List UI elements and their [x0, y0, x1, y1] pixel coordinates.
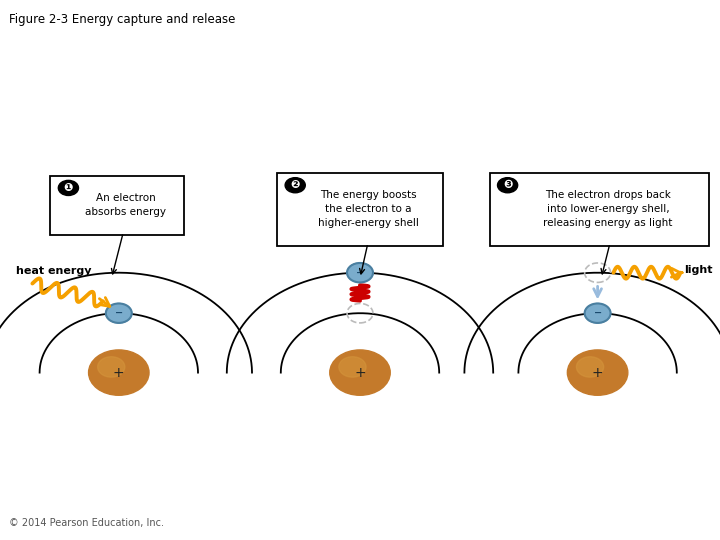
Circle shape: [498, 178, 518, 193]
Circle shape: [585, 303, 611, 323]
Circle shape: [577, 357, 603, 377]
Circle shape: [98, 357, 125, 377]
Circle shape: [58, 180, 78, 195]
Circle shape: [339, 357, 366, 377]
Circle shape: [106, 303, 132, 323]
Text: −: −: [356, 268, 364, 278]
Circle shape: [330, 350, 390, 395]
Text: −: −: [593, 308, 602, 318]
Text: heat energy: heat energy: [16, 266, 91, 276]
Circle shape: [567, 350, 628, 395]
Text: Figure 2-3 Energy capture and release: Figure 2-3 Energy capture and release: [9, 14, 235, 26]
Text: © 2014 Pearson Education, Inc.: © 2014 Pearson Education, Inc.: [9, 518, 163, 528]
Text: ❸: ❸: [503, 180, 513, 190]
Text: The electron drops back
into lower-energy shell,
releasing energy as light: The electron drops back into lower-energ…: [544, 190, 672, 228]
Circle shape: [347, 263, 373, 282]
Text: −: −: [114, 308, 123, 318]
FancyBboxPatch shape: [490, 173, 709, 246]
Circle shape: [89, 350, 149, 395]
Text: ❶: ❶: [63, 183, 73, 193]
Text: +: +: [354, 366, 366, 380]
Text: The energy boosts
the electron to a
higher-energy shell: The energy boosts the electron to a high…: [318, 190, 419, 228]
FancyBboxPatch shape: [50, 176, 184, 235]
Circle shape: [285, 178, 305, 193]
Text: ❷: ❷: [290, 180, 300, 190]
Text: +: +: [113, 366, 125, 380]
FancyBboxPatch shape: [277, 173, 443, 246]
Text: +: +: [592, 366, 603, 380]
Text: light: light: [684, 265, 713, 275]
Text: An electron
absorbs energy: An electron absorbs energy: [85, 193, 166, 217]
